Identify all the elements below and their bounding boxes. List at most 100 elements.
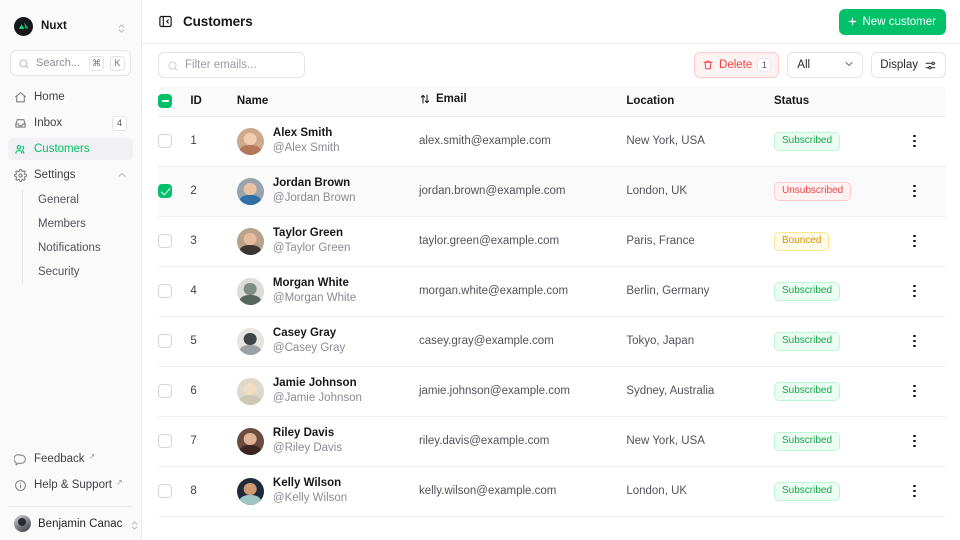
- search-input[interactable]: Search... ⌘ K: [10, 50, 131, 76]
- customers-table: ID Name Email Location Status: [158, 86, 946, 517]
- kbd-modifier: ⌘: [89, 55, 104, 71]
- table-row[interactable]: 2 Jordan Brown @Jordan Brown jordan.brown@e…: [158, 166, 946, 216]
- status-badge: Subscribed: [774, 281, 841, 301]
- table-row[interactable]: 6 Jamie Johnson @Jamie Johnson jamie.johnso…: [158, 366, 946, 416]
- row-actions-menu-icon[interactable]: [906, 281, 924, 301]
- delete-button[interactable]: Delete 1: [694, 52, 780, 78]
- column-header-email: Email: [418, 86, 627, 117]
- table-row[interactable]: 4 Morgan White @Morgan White morgan.white@e…: [158, 266, 946, 316]
- cell-email: morgan.white@example.com: [418, 285, 569, 297]
- row-checkbox[interactable]: [158, 334, 172, 348]
- customer-name: Jamie Johnson: [272, 377, 357, 389]
- table-body: 1 Alex Smith @Alex Smith alex.smith@example…: [158, 116, 946, 516]
- row-actions-menu-icon[interactable]: [906, 481, 924, 501]
- cell-location: New York, USA: [626, 135, 705, 147]
- main-content: Customers New customer Filter emails...: [142, 0, 960, 540]
- sidebar-subitem-general[interactable]: General: [38, 194, 79, 206]
- info-circle-icon: [14, 479, 27, 492]
- customer-name: Alex Smith: [272, 127, 333, 139]
- status-badge: Subscribed: [774, 481, 841, 501]
- table-row[interactable]: 8 Kelly Wilson @Kelly Wilson kelly.wilson@e…: [158, 466, 946, 516]
- search-icon: [167, 59, 179, 71]
- chevron-up-icon[interactable]: [117, 170, 127, 180]
- new-customer-label: New customer: [862, 15, 937, 28]
- row-checkbox[interactable]: [158, 234, 172, 248]
- sidebar-item-label: Feedback: [34, 453, 85, 465]
- cell-email: jamie.johnson@example.com: [418, 385, 570, 397]
- cell-id: 2: [190, 185, 197, 197]
- team-switcher[interactable]: Nuxt: [8, 6, 133, 46]
- panel-collapse-icon[interactable]: [158, 14, 173, 29]
- sidebar-item-customers[interactable]: Customers: [8, 138, 133, 160]
- column-header-location: Location: [626, 86, 774, 117]
- customer-handle: @Taylor Green: [272, 242, 351, 254]
- cell-location: Berlin, Germany: [626, 285, 710, 297]
- sidebar-nav: Home Inbox 4 Customers Settings: [0, 86, 141, 286]
- row-checkbox[interactable]: [158, 484, 172, 498]
- sidebar-subitem-members[interactable]: Members: [38, 218, 86, 230]
- customer-name: Jordan Brown: [272, 177, 351, 189]
- user-name: Benjamin Canac: [38, 517, 123, 530]
- cell-location: Tokyo, Japan: [626, 335, 695, 347]
- customers-table-container: ID Name Email Location Status: [142, 86, 960, 540]
- chevron-down-icon: [843, 58, 855, 73]
- table-row[interactable]: 3 Taylor Green @Taylor Green taylor.green@e…: [158, 216, 946, 266]
- cell-status: Subscribed: [774, 266, 906, 316]
- select-all-checkbox[interactable]: [158, 93, 172, 108]
- sidebar: Nuxt Search... ⌘ K Home: [0, 0, 142, 540]
- sidebar-item-label: Settings: [34, 169, 76, 181]
- row-checkbox[interactable]: [158, 434, 172, 448]
- sort-email-button[interactable]: Email: [419, 93, 467, 105]
- row-checkbox[interactable]: [158, 184, 172, 198]
- sidebar-item-home[interactable]: Home: [8, 86, 133, 108]
- external-link-icon: ↗: [116, 478, 123, 487]
- sidebar-spacer: [0, 286, 141, 448]
- chat-bubble-icon: [13, 453, 27, 466]
- row-checkbox[interactable]: [158, 384, 172, 398]
- external-link-icon: ↗: [88, 452, 96, 461]
- row-actions-menu-icon[interactable]: [906, 381, 924, 401]
- customer-name: Riley Davis: [272, 427, 335, 439]
- user-menu[interactable]: Benjamin Canac: [8, 506, 138, 540]
- cell-actions: [906, 366, 947, 416]
- table-header: ID Name Email Location Status: [158, 86, 946, 117]
- sidebar-item-help-support[interactable]: Help & Support ↗: [8, 474, 133, 496]
- cell-email: jordan.brown@example.com: [418, 185, 566, 197]
- status-filter-value: All: [797, 59, 811, 71]
- row-actions-menu-icon[interactable]: [906, 231, 924, 251]
- customer-handle: @Morgan White: [272, 292, 357, 304]
- column-header-status: Status: [774, 86, 906, 117]
- delete-count-badge: 1: [757, 58, 772, 72]
- sidebar-item-feedback[interactable]: Feedback ↗: [8, 448, 133, 470]
- cell-actions: [906, 116, 947, 166]
- row-actions-menu-icon[interactable]: [906, 131, 924, 151]
- cell-status: Bounced: [774, 216, 906, 266]
- status-filter-select[interactable]: All: [787, 52, 864, 78]
- cell-actions: [906, 316, 947, 366]
- sidebar-subitem-security[interactable]: Security: [38, 266, 80, 278]
- row-actions-menu-icon[interactable]: [906, 181, 924, 201]
- sidebar-item-inbox[interactable]: Inbox 4: [8, 112, 133, 134]
- column-header-id: ID: [190, 86, 237, 117]
- status-badge: Subscribed: [774, 331, 841, 351]
- sidebar-footer-links: Feedback ↗ Help & Support ↗: [0, 448, 141, 506]
- filter-emails-input[interactable]: Filter emails...: [158, 52, 305, 78]
- row-checkbox[interactable]: [158, 284, 172, 298]
- row-checkbox[interactable]: [158, 134, 172, 148]
- table-bottom-fade: [158, 526, 946, 540]
- table-row[interactable]: 5 Casey Gray @Casey Gray casey.gray@example…: [158, 316, 946, 366]
- sort-updown-icon: [419, 93, 431, 105]
- row-actions-menu-icon[interactable]: [906, 331, 924, 351]
- new-customer-button[interactable]: New customer: [838, 8, 946, 35]
- cell-name: Morgan White @Morgan White: [236, 266, 419, 316]
- table-row[interactable]: 1 Alex Smith @Alex Smith alex.smith@example…: [158, 116, 946, 166]
- display-button[interactable]: Display: [871, 52, 946, 78]
- sidebar-subitem-notifications[interactable]: Notifications: [38, 242, 101, 254]
- customer-name: Morgan White: [272, 277, 349, 289]
- sidebar-item-label: Inbox: [34, 117, 63, 129]
- row-actions-menu-icon[interactable]: [906, 431, 924, 451]
- table-row[interactable]: 7 Riley Davis @Riley Davis riley.davis@exam…: [158, 416, 946, 466]
- cell-email: riley.davis@example.com: [418, 435, 550, 447]
- sidebar-item-settings[interactable]: Settings: [8, 164, 133, 186]
- inbox-icon: [14, 117, 27, 130]
